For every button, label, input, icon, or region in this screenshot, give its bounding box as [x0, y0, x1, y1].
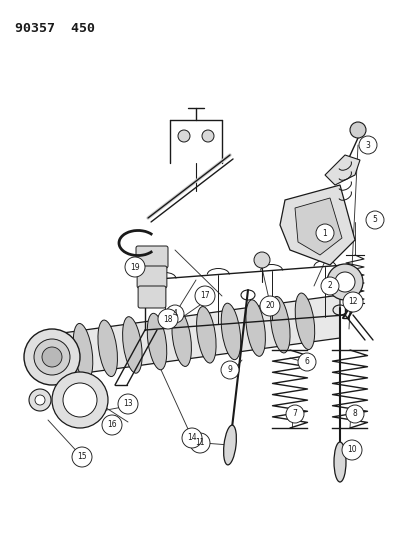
- Ellipse shape: [98, 320, 117, 377]
- Circle shape: [182, 428, 202, 448]
- Text: 3: 3: [365, 141, 370, 149]
- Text: 14: 14: [187, 433, 196, 442]
- Circle shape: [365, 211, 383, 229]
- Circle shape: [345, 405, 363, 423]
- Circle shape: [320, 277, 338, 295]
- Circle shape: [297, 353, 315, 371]
- Ellipse shape: [333, 442, 345, 482]
- Circle shape: [158, 309, 178, 329]
- Text: 17: 17: [200, 292, 209, 301]
- Text: 90357  450: 90357 450: [15, 22, 95, 35]
- Circle shape: [259, 296, 279, 316]
- Ellipse shape: [196, 306, 216, 363]
- Circle shape: [334, 272, 354, 292]
- Text: 7: 7: [292, 409, 297, 418]
- Text: 1: 1: [322, 229, 327, 238]
- Polygon shape: [294, 198, 341, 255]
- Text: 9: 9: [227, 366, 232, 375]
- Ellipse shape: [270, 296, 290, 353]
- Circle shape: [42, 347, 62, 367]
- Circle shape: [349, 122, 365, 138]
- Circle shape: [178, 130, 190, 142]
- Text: 13: 13: [123, 400, 133, 408]
- FancyBboxPatch shape: [136, 246, 168, 268]
- Text: 10: 10: [347, 446, 356, 455]
- Circle shape: [63, 383, 97, 417]
- Ellipse shape: [147, 313, 166, 370]
- Ellipse shape: [221, 303, 240, 360]
- Text: 6: 6: [304, 358, 309, 367]
- Circle shape: [285, 405, 303, 423]
- Text: 5: 5: [372, 215, 377, 224]
- Circle shape: [221, 361, 238, 379]
- Circle shape: [118, 394, 138, 414]
- Circle shape: [315, 224, 333, 242]
- Circle shape: [254, 252, 269, 268]
- Circle shape: [34, 339, 70, 375]
- Circle shape: [190, 433, 209, 453]
- Circle shape: [35, 395, 45, 405]
- Ellipse shape: [245, 300, 265, 356]
- Text: 19: 19: [130, 262, 140, 271]
- Circle shape: [326, 264, 362, 300]
- Circle shape: [202, 130, 214, 142]
- FancyBboxPatch shape: [137, 266, 166, 288]
- Text: 20: 20: [265, 302, 274, 311]
- Polygon shape: [324, 155, 359, 185]
- Text: 8: 8: [352, 409, 356, 418]
- Circle shape: [29, 389, 51, 411]
- PathPatch shape: [48, 295, 339, 378]
- Circle shape: [24, 329, 80, 385]
- Text: 16: 16: [107, 421, 116, 430]
- FancyBboxPatch shape: [138, 286, 166, 308]
- Ellipse shape: [73, 324, 93, 380]
- Text: 12: 12: [347, 297, 357, 306]
- Text: 15: 15: [77, 453, 87, 462]
- Circle shape: [195, 286, 214, 306]
- Text: 11: 11: [195, 439, 204, 448]
- Ellipse shape: [223, 425, 236, 465]
- Circle shape: [341, 440, 361, 460]
- Circle shape: [102, 415, 122, 435]
- Ellipse shape: [294, 293, 314, 350]
- Polygon shape: [279, 185, 354, 265]
- Circle shape: [358, 136, 376, 154]
- Circle shape: [52, 372, 108, 428]
- Circle shape: [125, 257, 145, 277]
- Circle shape: [72, 447, 92, 467]
- Text: 2: 2: [327, 281, 332, 290]
- Circle shape: [166, 305, 183, 323]
- Text: 4: 4: [172, 310, 177, 319]
- Ellipse shape: [171, 310, 191, 367]
- Text: 18: 18: [163, 314, 172, 324]
- Circle shape: [342, 292, 362, 312]
- Ellipse shape: [122, 317, 142, 373]
